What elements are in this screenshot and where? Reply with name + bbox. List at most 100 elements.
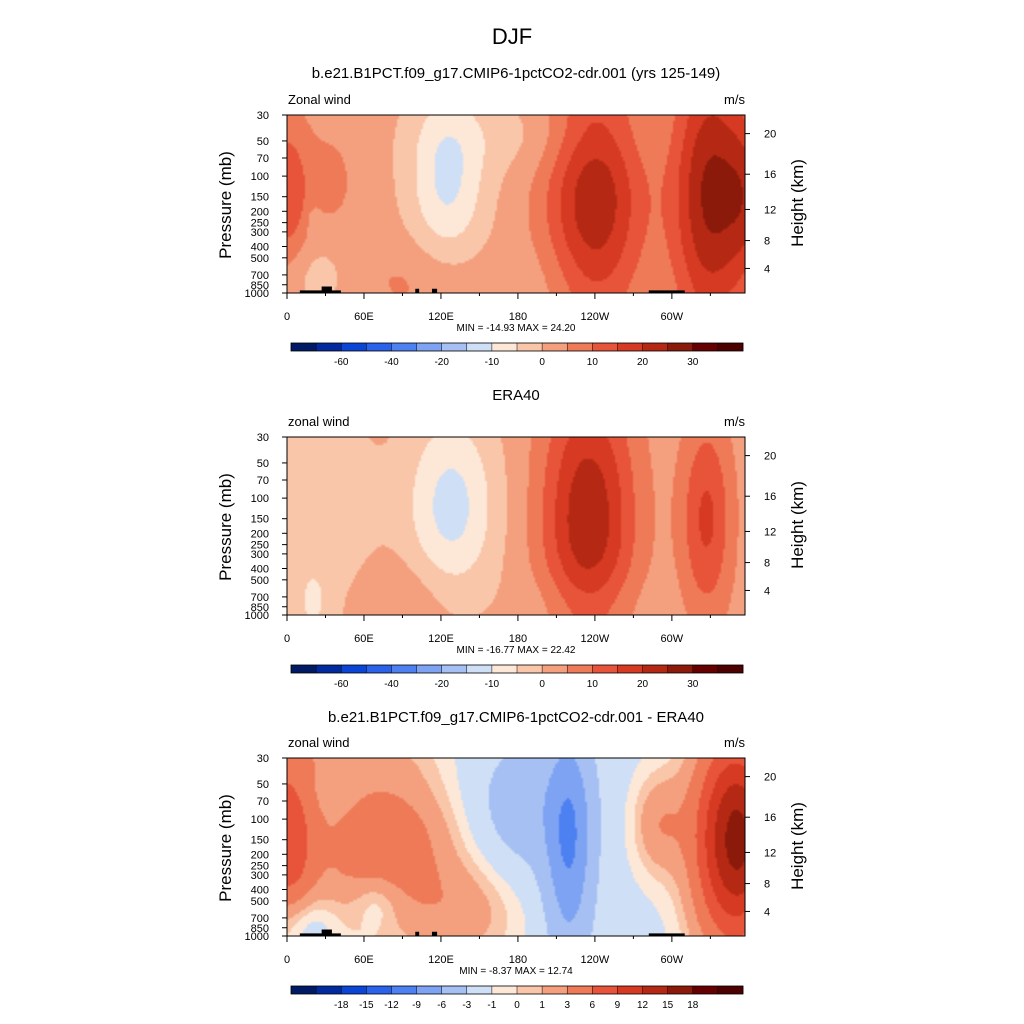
- y2-tick-label: 16: [764, 169, 776, 181]
- colorbar-label: 0: [539, 679, 545, 690]
- y-tick-label: 50: [257, 136, 269, 148]
- colorbar-swatch: [491, 986, 518, 994]
- colorbar-swatch: [542, 986, 568, 994]
- colorbar-label: -20: [434, 357, 449, 368]
- colorbar-label: 30: [687, 679, 699, 690]
- topography-block: [431, 288, 438, 293]
- plot-frame: [286, 436, 746, 616]
- colorbar-swatch: [592, 343, 618, 351]
- colorbar-label: 0: [514, 1000, 520, 1011]
- y2-tick-label: 8: [764, 879, 770, 891]
- figure-title: DJF: [492, 24, 532, 49]
- y-tick-label: 150: [251, 192, 269, 204]
- plot-frame: [286, 114, 746, 294]
- colorbar-label: 10: [587, 679, 599, 690]
- y-tick-label: 300: [251, 549, 269, 561]
- colorbar-swatch: [441, 986, 468, 994]
- x-tick-label: 120E: [428, 954, 454, 966]
- topography-block: [431, 931, 438, 936]
- x-tick-label: 60W: [661, 311, 684, 323]
- panel-model: b.e21.B1PCT.f09_g17.CMIP6-1pctCO2-cdr.00…: [216, 65, 807, 368]
- colorbar-label: 9: [615, 1000, 621, 1011]
- y-tick-label: 850: [251, 280, 269, 292]
- colorbar-label: -20: [434, 679, 449, 690]
- topography-block: [648, 933, 685, 936]
- colorbar-swatch: [592, 986, 618, 994]
- colorbar-swatch: [316, 665, 342, 673]
- y-tick-label: 200: [251, 849, 269, 861]
- colorbar-label: -1: [487, 1000, 496, 1011]
- y-tick-label: 700: [251, 592, 269, 604]
- y-tick-label: 100: [251, 171, 269, 183]
- colorbar-swatch: [491, 665, 518, 673]
- y-tick-label: 150: [251, 514, 269, 526]
- y-tick-label: 100: [251, 814, 269, 826]
- y-tick-label: 100: [251, 493, 269, 505]
- y-tick-label: 50: [257, 779, 269, 791]
- colorbar-label: -40: [384, 679, 399, 690]
- y-tick-label: 700: [251, 270, 269, 282]
- colorbar-swatch: [416, 665, 442, 673]
- colorbar-swatch: [517, 665, 543, 673]
- colorbar-swatch: [391, 343, 417, 351]
- colorbar-swatch: [617, 986, 643, 994]
- y-tick-label: 400: [251, 241, 269, 253]
- colorbar-swatch: [291, 986, 317, 994]
- y-tick-label: 150: [251, 835, 269, 847]
- contour-field: [287, 758, 745, 936]
- y-tick-label: 850: [251, 602, 269, 614]
- y2-axis-label: Height (km): [788, 481, 807, 569]
- colorbar-label: 6: [590, 1000, 596, 1011]
- colorbar-swatch: [441, 343, 468, 351]
- panel-title: ERA40: [492, 387, 540, 404]
- y-tick-label: 1000: [245, 610, 269, 622]
- colorbar-swatch: [466, 665, 493, 673]
- panel-title: b.e21.B1PCT.f09_g17.CMIP6-1pctCO2-cdr.00…: [312, 65, 721, 82]
- colorbar-swatch: [341, 986, 367, 994]
- colorbar-label: -10: [485, 357, 500, 368]
- units-label: m/s: [724, 414, 745, 429]
- colorbar-swatch: [542, 343, 568, 351]
- y-tick-label: 30: [257, 110, 269, 122]
- colorbar-label: -10: [485, 679, 500, 690]
- colorbar-swatch: [642, 986, 668, 994]
- y-tick-label: 200: [251, 528, 269, 540]
- colorbar-label: -40: [384, 357, 399, 368]
- colorbar-swatch: [341, 665, 367, 673]
- x-tick-label: 60E: [354, 633, 374, 645]
- y-tick-label: 1000: [245, 288, 269, 300]
- x-tick-label: 120W: [581, 954, 610, 966]
- y2-tick-label: 20: [764, 129, 776, 141]
- colorbar-swatch: [366, 665, 392, 673]
- topography-block: [321, 929, 332, 936]
- y-tick-label: 70: [257, 475, 269, 487]
- colorbar-label: 3: [564, 1000, 570, 1011]
- colorbar-swatch: [617, 343, 643, 351]
- y2-tick-label: 8: [764, 236, 770, 248]
- y-tick-label: 300: [251, 227, 269, 239]
- colorbar-label: 20: [637, 679, 649, 690]
- colorbar-label: 12: [637, 1000, 649, 1011]
- colorbar-label: 1: [539, 1000, 545, 1011]
- colorbar-label: -18: [334, 1000, 349, 1011]
- colorbar-swatch: [517, 343, 543, 351]
- x-tick-label: 60W: [661, 633, 684, 645]
- contour-field: [287, 437, 745, 615]
- colorbar-swatch: [642, 343, 668, 351]
- colorbar-swatch: [692, 343, 719, 351]
- y2-axis-label: Height (km): [788, 159, 807, 247]
- colorbar-swatch: [416, 343, 442, 351]
- y-tick-label: 300: [251, 870, 269, 882]
- x-tick-label: 180: [509, 633, 527, 645]
- topography-block: [321, 286, 332, 293]
- y2-tick-label: 20: [764, 772, 776, 784]
- colorbar-swatch: [391, 665, 417, 673]
- colorbar-swatch: [567, 665, 593, 673]
- y-tick-label: 400: [251, 884, 269, 896]
- colorbar-swatch: [517, 986, 543, 994]
- x-tick-label: 0: [284, 311, 290, 323]
- colorbar-label: 20: [637, 357, 649, 368]
- colorbar-swatch: [441, 665, 468, 673]
- colorbar-swatch: [642, 665, 668, 673]
- y-tick-label: 70: [257, 153, 269, 165]
